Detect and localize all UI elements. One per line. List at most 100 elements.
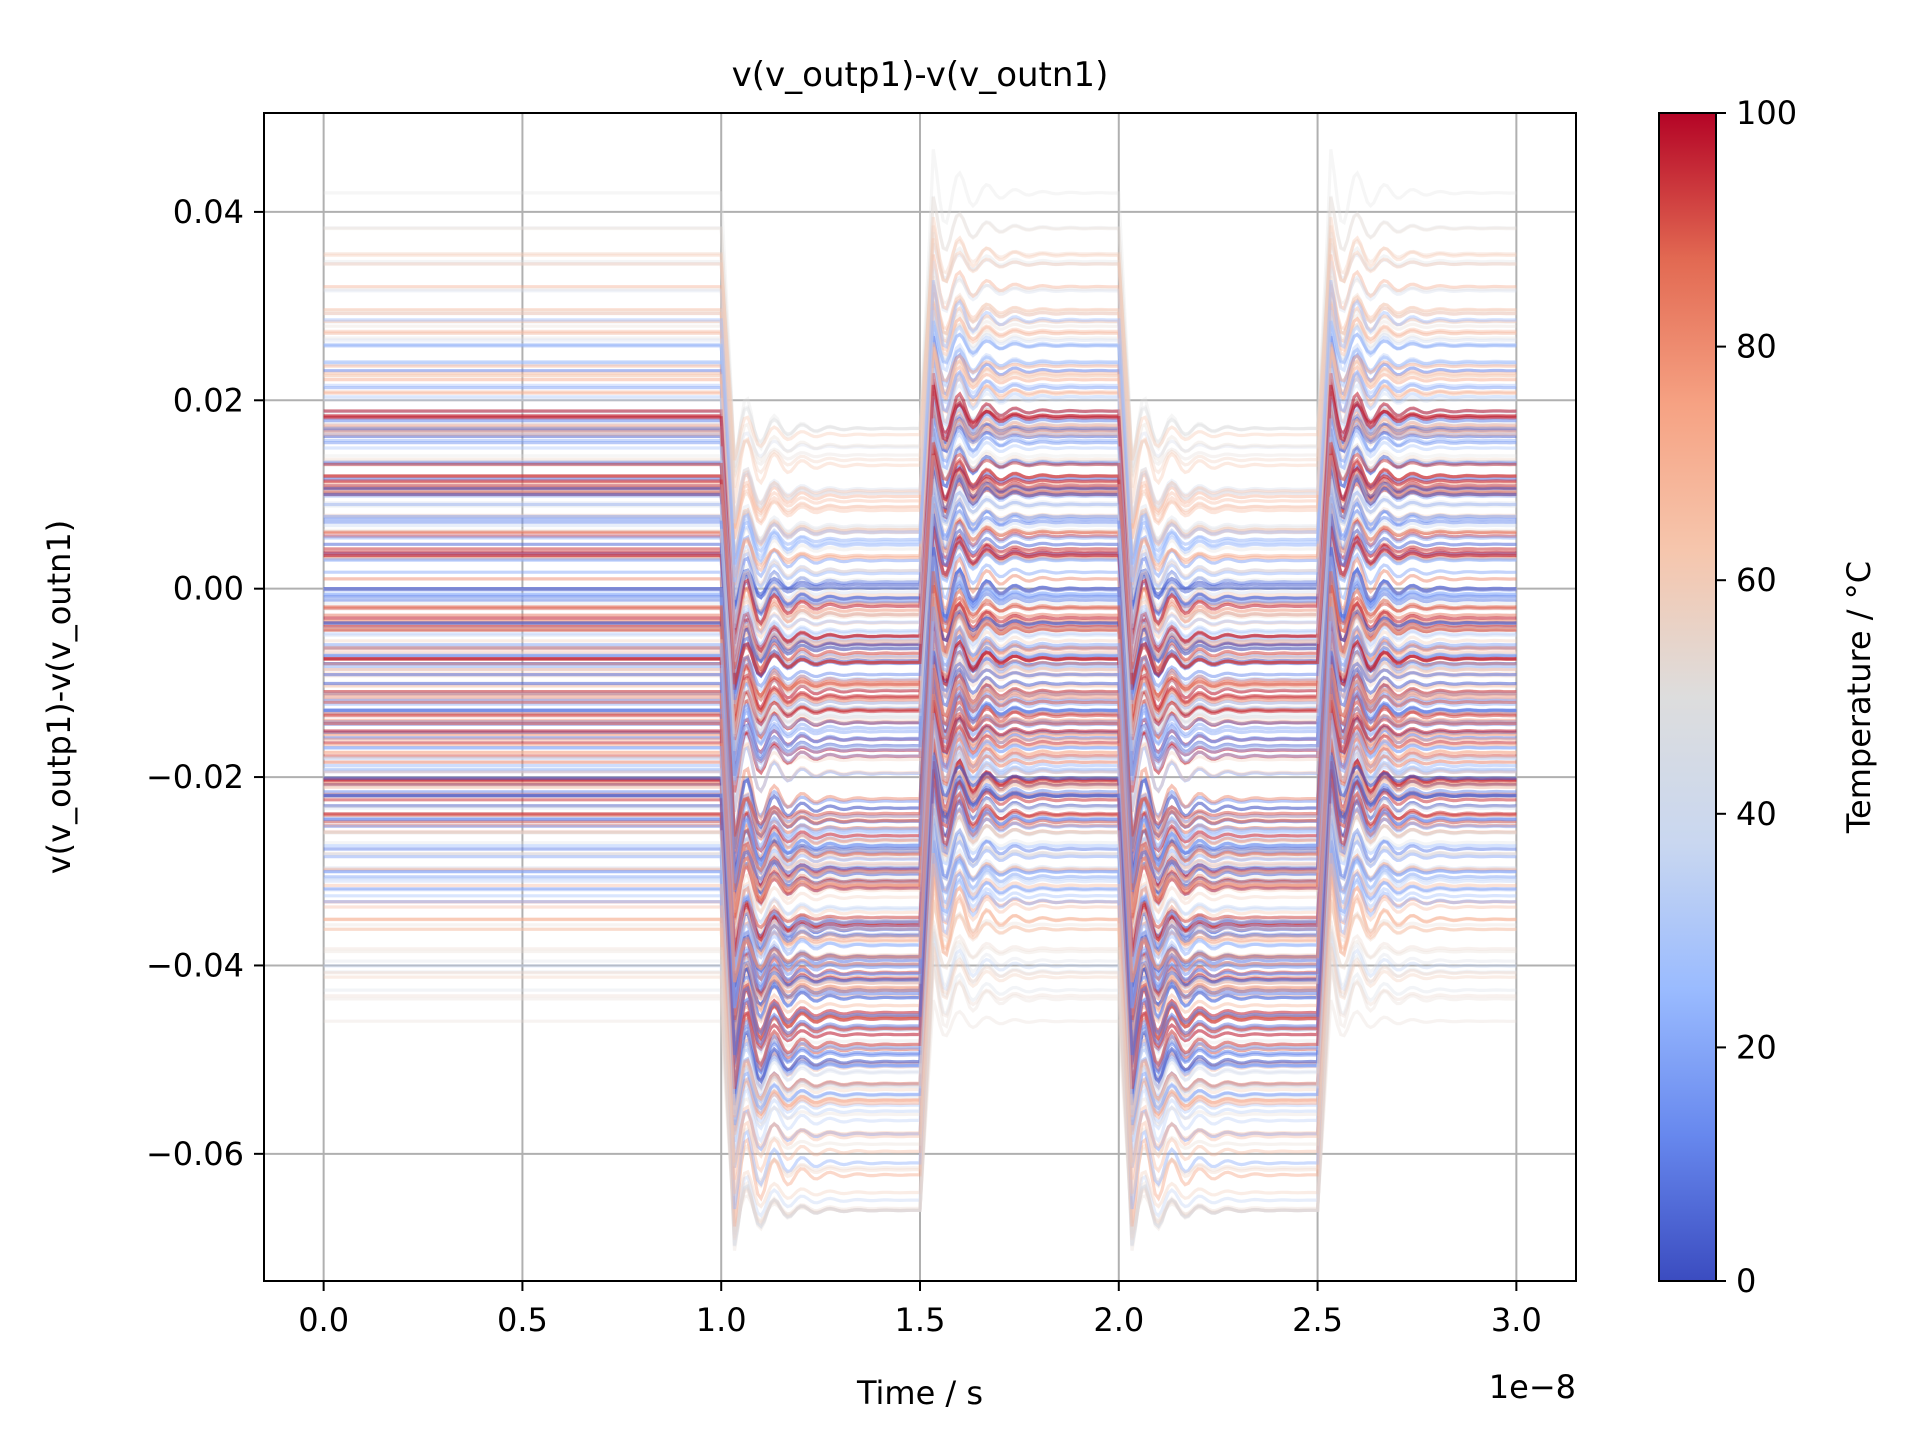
colorbar-tick-label-3: 60 (1736, 561, 1777, 599)
series-line-14 (323, 242, 1517, 469)
series-line-135 (323, 797, 1517, 1098)
series-line-225 (323, 373, 1517, 645)
series-line-117 (323, 292, 1517, 559)
series-line-74 (323, 281, 1517, 520)
series-line-263 (323, 650, 1517, 893)
colorbar-tick-label-0: 0 (1736, 1262, 1756, 1300)
series-line-33 (323, 838, 1517, 1131)
series-line-250 (323, 367, 1517, 624)
colorbar-tick-label-2: 40 (1736, 795, 1777, 833)
y-tick-label-3: 0.00 (173, 570, 244, 608)
series-line-191 (323, 651, 1517, 968)
colorbar (1658, 112, 1717, 1282)
series-line-248 (323, 925, 1517, 1247)
x-axis-label: Time / s (856, 1374, 983, 1412)
y-axis-label: v(v_outp1)-v(v_outn1) (40, 520, 78, 875)
series-line-236 (323, 678, 1517, 972)
series-line-166 (323, 196, 1517, 478)
series-line-291 (323, 621, 1517, 972)
series-line-282 (323, 706, 1517, 956)
series-line-284 (323, 669, 1517, 1008)
series-line-221 (323, 823, 1517, 1099)
series-line-161 (323, 346, 1517, 560)
y-tick-label-0: −0.06 (146, 1135, 244, 1173)
series-line-267 (323, 815, 1517, 1076)
series-line-295 (323, 852, 1517, 1118)
series-line-237 (323, 808, 1517, 1095)
series-line-224 (323, 760, 1517, 1120)
series-line-292 (323, 720, 1517, 983)
series-line-178 (323, 829, 1517, 1125)
series-line-104 (323, 958, 1517, 1251)
chart-title: v(v_outp1)-v(v_outn1) (732, 55, 1109, 95)
y-axis-ticks: −0.06 −0.04 −0.02 0.00 0.02 0.04 (146, 193, 264, 1173)
colorbar-label: Temperature / °C (1840, 561, 1878, 834)
series-line-64 (323, 768, 1517, 1114)
series-line-293 (323, 496, 1517, 737)
series-line-184 (323, 533, 1517, 743)
series-line-294 (323, 712, 1517, 1009)
series-lines (323, 149, 1517, 1251)
series-line-272 (323, 787, 1517, 1087)
series-line-255 (323, 655, 1517, 919)
series-line-177 (323, 359, 1517, 570)
y-tick-label-2: −0.02 (146, 758, 244, 796)
series-line-280 (323, 769, 1517, 1090)
series-line-205 (323, 303, 1517, 529)
series-line-249 (323, 320, 1517, 565)
series-line-10 (323, 283, 1517, 556)
series-line-158 (323, 530, 1517, 786)
series-line-286 (323, 279, 1517, 583)
y-tick-label-5: 0.04 (173, 193, 244, 231)
series-line-11 (323, 301, 1517, 555)
series-line-144 (323, 836, 1517, 1166)
x-tick-label-4: 2.0 (1093, 1301, 1144, 1339)
series-line-259 (323, 478, 1517, 735)
series-line-281 (323, 668, 1517, 1021)
series-line-240 (323, 513, 1517, 777)
series-line-113 (323, 854, 1517, 1168)
series-line-264 (323, 225, 1517, 489)
series-line-171 (323, 855, 1517, 1210)
series-line-241 (323, 260, 1517, 520)
y-tick-label-4: 0.02 (173, 381, 244, 419)
series-line-223 (323, 762, 1517, 1106)
series-line-68 (323, 839, 1517, 1123)
series-line-119 (323, 955, 1517, 1246)
series-line-30 (323, 313, 1517, 527)
series-line-268 (323, 494, 1517, 778)
series-line-287 (323, 928, 1517, 1167)
series-line-214 (323, 346, 1517, 600)
series-line-209 (323, 840, 1517, 1126)
series-line-86 (323, 216, 1517, 504)
colorbar-tick-label-1: 20 (1736, 1028, 1777, 1066)
series-line-195 (323, 826, 1517, 1124)
x-tick-label-3: 1.5 (895, 1301, 946, 1339)
series-line-298 (323, 803, 1517, 1116)
series-line-27 (323, 332, 1517, 564)
series-line-71 (323, 840, 1517, 1149)
series-line-85 (323, 935, 1517, 1247)
series-line-118 (323, 838, 1517, 1135)
series-line-232 (323, 817, 1517, 1110)
series-line-217 (323, 284, 1517, 540)
x-axis-ticks: 0.0 0.5 1.0 1.5 2.0 2.5 3.0 (298, 1281, 1542, 1339)
series-line-299 (323, 238, 1517, 461)
series-line-164 (323, 791, 1517, 1118)
series-line-296 (323, 455, 1517, 673)
series-line-273 (323, 436, 1517, 705)
series-line-121 (323, 942, 1517, 1241)
series-line-277 (323, 724, 1517, 1016)
series-line-167 (323, 847, 1517, 1091)
series-line-201 (323, 320, 1517, 557)
series-line-283 (323, 699, 1517, 957)
series-line-190 (323, 296, 1517, 554)
series-line-187 (323, 876, 1517, 1194)
series-line-12 (323, 893, 1517, 1206)
series-line-39 (323, 931, 1517, 1235)
series-line-138 (323, 867, 1517, 1227)
series-line-288 (323, 755, 1517, 1056)
series-line-61 (323, 268, 1517, 476)
series-line-275 (323, 920, 1517, 1197)
